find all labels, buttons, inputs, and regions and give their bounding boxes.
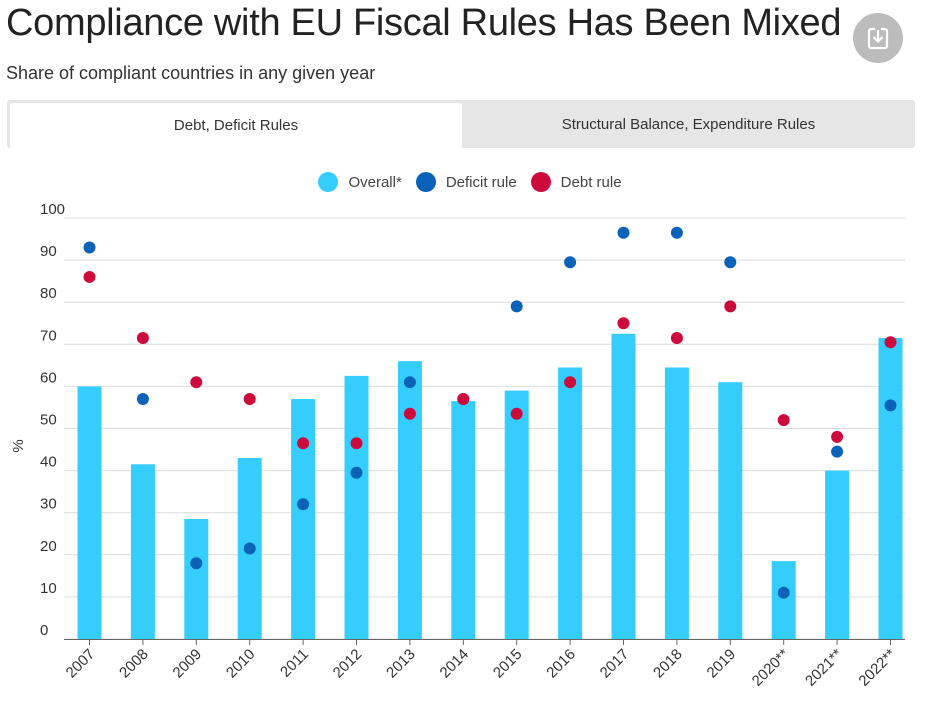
point-deficit-rule-2020**	[777, 586, 790, 599]
point-debt-rule-2011	[297, 437, 310, 450]
point-deficit-rule-2007	[83, 241, 96, 254]
x-tick-label-2018: 2018	[650, 646, 686, 682]
x-tick-label-2011: 2011	[277, 646, 312, 681]
x-tick-label-2017: 2017	[597, 646, 633, 682]
legend-label-deficit-rule: Deficit rule	[445, 173, 517, 191]
x-tick-label-2019: 2019	[704, 646, 740, 682]
y-tick-label-50: 50	[40, 412, 57, 429]
legend-marker-deficit-rule	[415, 172, 436, 192]
x-tick-label-2008: 2008	[116, 646, 152, 682]
x-tick-label-2020**: 2020**	[749, 646, 793, 690]
point-debt-rule-2016	[564, 376, 577, 389]
bar-overall-2011	[291, 399, 316, 639]
point-debt-rule-2007	[83, 270, 96, 283]
point-debt-rule-2015	[510, 407, 523, 420]
y-tick-label-60: 60	[40, 369, 57, 386]
x-tick-label-2022**: 2022**	[855, 646, 899, 690]
chart-title: Compliance with EU Fiscal Rules Has Been…	[6, 2, 842, 44]
legend-item-deficit-rule[interactable]: Deficit rule	[415, 172, 517, 192]
y-tick-label-20: 20	[40, 538, 57, 555]
legend-label-overall: Overall*	[348, 173, 402, 191]
bar-overall-2022**	[878, 337, 903, 639]
point-debt-rule-2009	[190, 376, 203, 389]
bar-overall-2015	[504, 390, 529, 639]
point-deficit-rule-2013	[403, 376, 416, 389]
point-deficit-rule-2021**	[831, 445, 844, 458]
point-deficit-rule-2016	[564, 256, 577, 269]
bar-overall-2012	[344, 375, 369, 639]
point-debt-rule-2018	[670, 331, 683, 344]
point-deficit-rule-2009	[190, 557, 203, 570]
x-tick-label-2009: 2009	[170, 646, 206, 682]
y-tick-label-30: 30	[40, 496, 57, 513]
x-tick-label-2013: 2013	[383, 646, 419, 682]
bar-overall-2020**	[771, 561, 796, 639]
tab-debt-deficit-rules[interactable]: Debt, Deficit Rules	[10, 103, 462, 148]
y-tick-label-40: 40	[40, 454, 57, 471]
bar-overall-2019	[718, 382, 743, 639]
bar-overall-2013	[397, 361, 422, 639]
point-deficit-rule-2011	[297, 498, 310, 511]
bar-overall-2008	[130, 464, 155, 639]
y-tick-label-0: 0	[40, 622, 48, 639]
x-tick-label-2014: 2014	[437, 646, 473, 682]
point-debt-rule-2010	[243, 393, 256, 406]
bar-overall-2017	[611, 333, 636, 639]
legend-item-overall[interactable]: Overall*	[318, 172, 402, 192]
point-debt-rule-2014	[457, 393, 470, 406]
legend-marker-debt-rule	[530, 172, 551, 192]
bar-overall-2018	[664, 367, 689, 639]
point-deficit-rule-2017	[617, 226, 630, 239]
point-debt-rule-2008	[136, 331, 149, 344]
bar-overall-2014	[451, 401, 476, 639]
point-debt-rule-2020**	[777, 414, 790, 427]
y-tick-label-100: 100	[40, 201, 65, 218]
x-tick-label-2010: 2010	[223, 646, 259, 682]
point-debt-rule-2017	[617, 317, 630, 330]
chart-subtitle: Share of compliant countries in any give…	[6, 63, 376, 83]
point-deficit-rule-2018	[670, 226, 683, 239]
point-debt-rule-2013	[403, 407, 416, 420]
x-tick-label-2012: 2012	[330, 646, 366, 682]
bar-overall-2007	[77, 386, 102, 639]
point-deficit-rule-2022**	[884, 399, 897, 412]
x-tick-label-2015: 2015	[490, 646, 526, 682]
point-deficit-rule-2012	[350, 466, 363, 479]
y-tick-label-80: 80	[40, 285, 57, 302]
x-tick-label-2021**: 2021**	[802, 646, 846, 690]
bar-overall-2021**	[825, 470, 850, 639]
point-debt-rule-2022**	[884, 336, 897, 349]
point-debt-rule-2012	[350, 437, 363, 450]
legend-marker-overall	[318, 172, 339, 192]
bar-overall-2009	[184, 519, 209, 639]
legend-item-debt-rule[interactable]: Debt rule	[530, 172, 622, 192]
x-tick-label-2007: 2007	[63, 646, 99, 682]
x-tick-label-2016: 2016	[543, 646, 579, 682]
legend-label-debt-rule: Debt rule	[560, 173, 622, 191]
y-tick-label-90: 90	[40, 243, 57, 260]
y-tick-label-70: 70	[40, 327, 57, 344]
bar-overall-2016	[558, 367, 583, 639]
tab-bar: Debt, Deficit Rules Structural Balance, …	[7, 100, 915, 148]
point-deficit-rule-2008	[136, 393, 149, 406]
point-deficit-rule-2010	[243, 542, 256, 555]
tab-structural-balance-expenditure-rules[interactable]: Structural Balance, Expenditure Rules	[561, 115, 816, 133]
y-tick-label-10: 10	[40, 580, 57, 597]
y-axis-label: %	[10, 439, 27, 452]
download-icon	[867, 27, 889, 50]
point-deficit-rule-2015	[510, 300, 523, 313]
point-debt-rule-2021**	[831, 430, 844, 443]
point-debt-rule-2019	[724, 300, 737, 313]
point-deficit-rule-2019	[724, 256, 737, 269]
chart-legend: Overall* Deficit rule Debt rule	[0, 172, 940, 192]
download-button[interactable]	[853, 13, 903, 63]
